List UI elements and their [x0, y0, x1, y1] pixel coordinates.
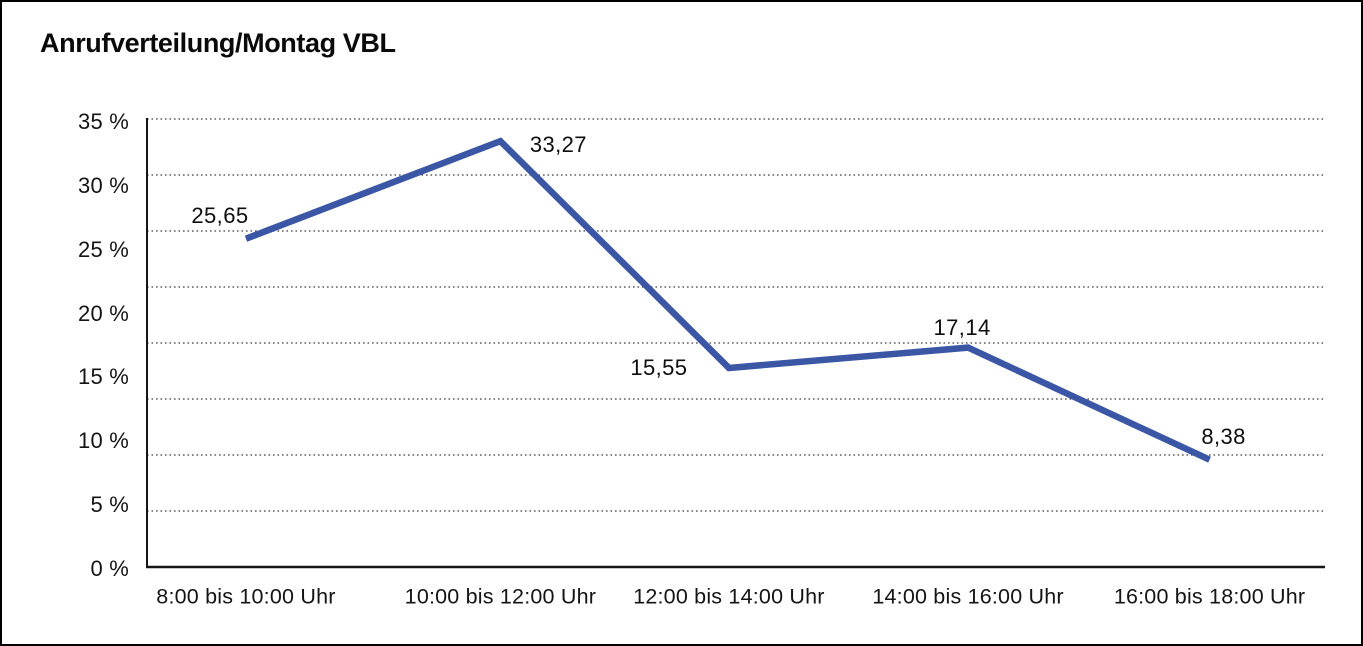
y-axis-tick-label: 10 %	[78, 428, 129, 454]
x-axis-category-label: 14:00 bis 16:00 Uhr	[872, 584, 1064, 609]
data-point-label: 15,55	[630, 354, 688, 380]
y-axis-tick-label: 20 %	[78, 300, 129, 326]
x-axis-category-label: 8:00 bis 10:00 Uhr	[156, 584, 336, 609]
x-axis-category-label: 12:00 bis 14:00 Uhr	[633, 584, 825, 609]
data-line	[244, 137, 1211, 463]
data-point-label: 25,65	[191, 202, 249, 228]
chart-title: Anrufverteilung/Montag VBL	[40, 28, 396, 58]
y-axis-tick-label: 5 %	[90, 492, 129, 518]
y-axis-tick-label: 15 %	[78, 364, 129, 390]
y-axis-tick-label: 30 %	[78, 172, 129, 198]
data-point-label: 33,27	[529, 132, 587, 158]
data-point-label: 17,14	[933, 314, 991, 340]
y-axis-tick-label: 35 %	[78, 109, 129, 134]
y-axis-tick-label: 25 %	[78, 236, 129, 262]
y-axis-tick-label: 0 %	[90, 556, 129, 581]
data-point-label: 8,38	[1201, 423, 1246, 449]
x-axis-category-label: 16:00 bis 18:00 Uhr	[1113, 584, 1306, 609]
x-axis-category-label: 10:00 bis 12:00 Uhr	[404, 584, 597, 609]
